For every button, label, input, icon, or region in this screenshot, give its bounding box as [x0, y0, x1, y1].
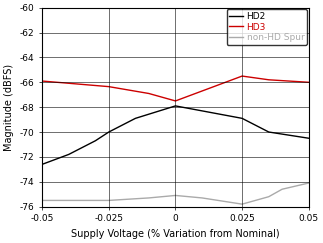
- HD2: [40, 163, 44, 166]
- Line: HD2: HD2: [42, 106, 309, 164]
- non-HD Spur: [147, 197, 151, 200]
- non-HD Spur: [267, 195, 271, 198]
- HD2: [307, 137, 311, 140]
- HD2: [240, 117, 244, 120]
- HD2: [173, 104, 177, 107]
- HD3: [107, 85, 111, 88]
- HD2: [200, 109, 204, 112]
- non-HD Spur: [307, 182, 311, 184]
- HD2: [107, 130, 111, 133]
- HD3: [240, 75, 244, 78]
- HD2: [133, 117, 137, 120]
- non-HD Spur: [240, 203, 244, 206]
- Line: HD3: HD3: [42, 76, 309, 101]
- non-HD Spur: [200, 197, 204, 200]
- non-HD Spur: [40, 199, 44, 202]
- non-HD Spur: [107, 199, 111, 202]
- Y-axis label: Magnitude (dBFS): Magnitude (dBFS): [4, 64, 14, 151]
- non-HD Spur: [173, 194, 177, 197]
- HD2: [67, 153, 71, 156]
- Legend: HD2, HD3, non-HD Spur: HD2, HD3, non-HD Spur: [227, 9, 307, 45]
- HD3: [147, 92, 151, 95]
- HD3: [40, 79, 44, 82]
- HD3: [307, 81, 311, 84]
- HD3: [173, 99, 177, 102]
- HD2: [267, 130, 271, 133]
- non-HD Spur: [280, 188, 284, 191]
- X-axis label: Supply Voltage (% Variation from Nominal): Supply Voltage (% Variation from Nominal…: [71, 229, 280, 239]
- HD2: [93, 139, 97, 142]
- HD3: [200, 89, 204, 92]
- non-HD Spur: [67, 199, 71, 202]
- Line: non-HD Spur: non-HD Spur: [42, 183, 309, 204]
- HD3: [267, 78, 271, 81]
